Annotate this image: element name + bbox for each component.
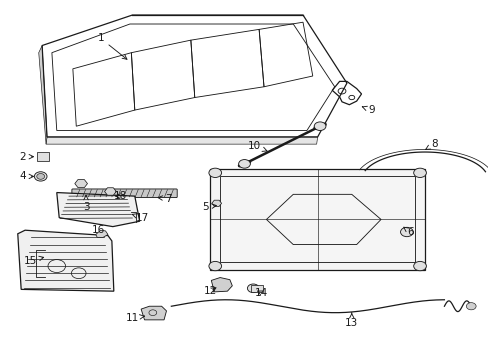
Text: 10: 10: [247, 141, 266, 151]
Text: 17: 17: [132, 213, 148, 222]
Text: 3: 3: [82, 195, 89, 212]
Text: 15: 15: [23, 256, 43, 266]
FancyBboxPatch shape: [37, 152, 49, 161]
Text: 2: 2: [20, 152, 33, 162]
Text: 11: 11: [125, 313, 144, 323]
Polygon shape: [57, 193, 140, 226]
Polygon shape: [46, 137, 317, 144]
Circle shape: [208, 261, 221, 271]
Circle shape: [413, 261, 426, 271]
Text: 1: 1: [97, 33, 127, 59]
Circle shape: [466, 303, 475, 310]
Circle shape: [238, 159, 250, 168]
Text: 18: 18: [113, 191, 126, 201]
Circle shape: [247, 284, 259, 293]
Circle shape: [314, 122, 325, 131]
FancyBboxPatch shape: [72, 189, 177, 198]
Circle shape: [208, 168, 221, 177]
Polygon shape: [104, 188, 116, 195]
Text: 4: 4: [20, 171, 33, 181]
Polygon shape: [210, 169, 424, 270]
Text: 12: 12: [203, 286, 217, 296]
Text: 8: 8: [425, 139, 437, 149]
Circle shape: [37, 174, 44, 179]
Polygon shape: [18, 230, 114, 291]
Polygon shape: [39, 45, 47, 144]
Text: 13: 13: [345, 313, 358, 328]
Text: 16: 16: [91, 225, 104, 235]
Circle shape: [413, 168, 426, 177]
Circle shape: [34, 172, 47, 181]
Polygon shape: [96, 230, 108, 237]
Text: 6: 6: [403, 227, 413, 237]
Text: 14: 14: [254, 288, 267, 298]
Polygon shape: [211, 200, 221, 206]
Text: 9: 9: [362, 105, 374, 115]
Polygon shape: [211, 278, 232, 292]
Polygon shape: [75, 180, 87, 188]
Polygon shape: [141, 306, 166, 320]
Circle shape: [400, 227, 412, 237]
Text: 5: 5: [202, 202, 216, 212]
Text: 7: 7: [158, 194, 172, 204]
FancyBboxPatch shape: [250, 285, 262, 292]
